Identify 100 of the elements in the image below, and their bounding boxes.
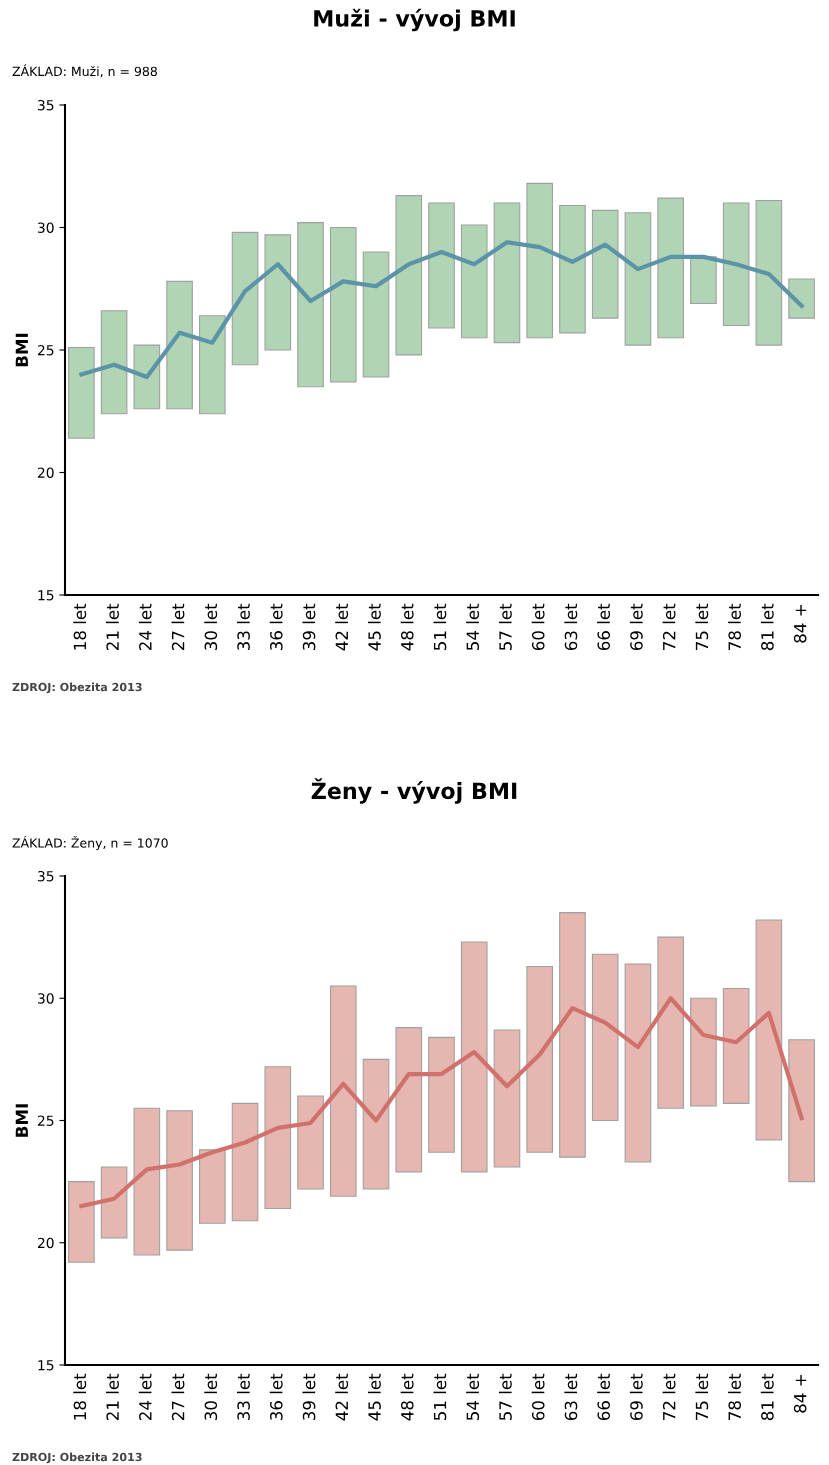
x-tick-label: 66 let: [597, 1373, 611, 1421]
x-tick-label: 78 let: [728, 1373, 741, 1420]
x-tick-label: 69 let: [629, 1373, 643, 1421]
y-tick-label: 15: [38, 1360, 54, 1371]
bar: [460, 941, 488, 1173]
x-tick-label: 51 let: [433, 603, 447, 650]
y-tick-label: 35: [37, 870, 54, 882]
bar: [231, 1102, 259, 1222]
x-tick-label: 60 let: [531, 1373, 545, 1421]
bar: [199, 1149, 226, 1224]
x-tick-label: 75 let: [695, 1373, 709, 1420]
x-tick-label: 57 let: [498, 1373, 512, 1420]
bar: [690, 256, 717, 305]
bar: [788, 278, 815, 319]
x-tick-label: 63 let: [564, 603, 578, 651]
x-tick-label: 18 let: [73, 603, 87, 650]
x-tick-label: 30 let: [204, 603, 218, 650]
x-tick-label: 45 let: [367, 1373, 381, 1421]
text: ZDROJ: Obezita 2013: [12, 1452, 142, 1464]
bar: [722, 987, 750, 1104]
x-tick-label: 24 let: [138, 1373, 152, 1421]
y-tick-label: 20: [37, 1237, 54, 1249]
x-tick-label: 42 let: [335, 603, 349, 651]
x-tick-label: 36 let: [269, 1373, 283, 1420]
x-tick-label: 30 let: [204, 1373, 218, 1420]
bar: [690, 997, 717, 1107]
x-tick-label: 21 let: [106, 1373, 119, 1421]
y-axis-title: BMI: [15, 1104, 28, 1137]
x-tick-label: 33 let: [237, 1373, 250, 1420]
bar: [526, 965, 554, 1153]
bar: [657, 197, 684, 339]
bar: [526, 182, 554, 339]
x-tick-label: 27 let: [171, 1373, 185, 1421]
bar: [657, 936, 684, 1109]
x-tick-label: 39 let: [302, 603, 316, 650]
bar: [395, 195, 423, 356]
bar: [428, 1036, 455, 1153]
chart-subtitle: ZÁKLAD: Muži, n = 988: [12, 64, 157, 78]
chart-subtitle: ZÁKLAD: Ženy, n = 1070: [12, 835, 168, 851]
bar: [362, 1058, 390, 1190]
bar: [755, 199, 783, 346]
bar: [297, 1095, 324, 1190]
x-tick-label: 45 let: [367, 603, 381, 651]
bar: [722, 202, 750, 327]
bar: [559, 204, 586, 334]
bar: [264, 1066, 292, 1210]
bar: [460, 224, 488, 339]
bar: [199, 315, 226, 415]
x-tick-label: 27 let: [171, 603, 185, 651]
y-tick-label: 25: [37, 1115, 54, 1126]
x-tick-label: 81 let: [760, 603, 774, 651]
x-tick-label: 66 let: [597, 603, 611, 651]
x-tick-label: 75 let: [695, 603, 709, 650]
x-tick-label: 72 let: [662, 603, 676, 650]
x-tick-label: 51 let: [433, 1373, 447, 1420]
y-tick-label: 15: [38, 590, 54, 601]
bar: [591, 953, 619, 1122]
text: ZDROJ: Obezita 2013: [12, 682, 142, 694]
line-series: [79, 996, 804, 1209]
x-tick-label: 36 let: [269, 603, 283, 650]
x-tick-label: 42 let: [335, 1373, 349, 1421]
x-tick-label: 21 let: [106, 603, 119, 651]
y-axis-title: BMI: [15, 333, 28, 367]
x-tick-label: 84 +: [793, 605, 807, 643]
x-tick-label: 48 let: [400, 1373, 414, 1421]
bar: [68, 1181, 95, 1263]
bar: [297, 222, 324, 388]
x-tick-label: 72 let: [662, 1373, 676, 1420]
bar: [68, 346, 95, 439]
bar: [362, 251, 390, 378]
x-tick-label: 81 let: [760, 1373, 774, 1421]
bar: [329, 226, 357, 383]
bar: [591, 209, 619, 319]
bar: [329, 985, 357, 1197]
y-tick-label: 25: [37, 344, 54, 356]
chart-title: Ženy - vývoj BMI: [311, 778, 517, 804]
x-tick-label: 54 let: [466, 1373, 480, 1420]
x-tick-label: 57 let: [498, 603, 512, 650]
x-tick-label: 33 let: [237, 603, 250, 650]
x-tick-label: 18 let: [73, 1373, 87, 1420]
line-series: [79, 240, 804, 380]
x-tick-label: 63 let: [564, 1373, 578, 1421]
bar: [493, 202, 521, 344]
x-tick-label: 39 let: [302, 1373, 316, 1420]
y-tick-label: 30: [37, 993, 54, 1004]
bar: [395, 1027, 423, 1173]
bar: [133, 344, 161, 410]
x-tick-label: 78 let: [728, 603, 741, 650]
x-tick-label: 84 +: [793, 1375, 807, 1413]
x-tick-label: 54 let: [466, 603, 480, 650]
bar: [755, 919, 783, 1141]
chart-title: Muži - vývoj BMI: [314, 8, 515, 32]
x-tick-label: 60 let: [531, 603, 545, 651]
x-tick-label: 48 let: [400, 603, 414, 651]
bar: [166, 280, 193, 410]
y-tick-label: 30: [37, 222, 54, 233]
bar: [493, 1029, 521, 1168]
bar: [166, 1110, 193, 1251]
x-tick-label: 24 let: [138, 603, 152, 651]
bar: [100, 1166, 128, 1239]
